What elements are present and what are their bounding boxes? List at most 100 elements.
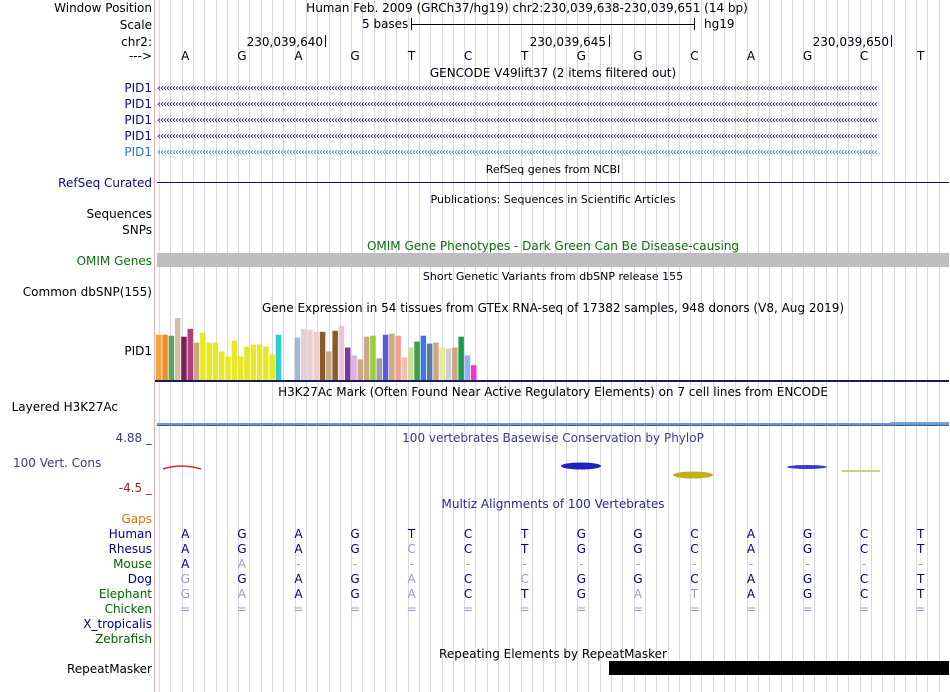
multiz-base: G (576, 527, 586, 541)
gtex-bar-t23[interactable] (294, 337, 301, 380)
multiz-base: G (237, 572, 247, 586)
gtex-bar-t43[interactable] (420, 335, 427, 380)
multiz-base: T (521, 527, 529, 541)
phylop-label[interactable]: 100 Vert. Cons (13, 456, 102, 470)
gtex-bar-t14[interactable] (237, 356, 244, 380)
multiz-base: T (917, 572, 925, 586)
gtex-bar-t36[interactable] (376, 358, 383, 380)
gtex-bar-t39[interactable] (395, 335, 401, 380)
gencode-gene-label-4[interactable]: PID1 (124, 129, 152, 143)
gtex-bar-t11[interactable] (219, 351, 225, 380)
gencode-gene-line-4[interactable]: ‹‹‹‹‹‹‹‹‹‹‹‹‹‹‹‹‹‹‹‹‹‹‹‹‹‹‹‹‹‹‹‹‹‹‹‹‹‹‹‹… (157, 132, 878, 142)
refseq-gene-line[interactable] (157, 182, 949, 183)
gtex-bar-t49[interactable] (458, 336, 464, 380)
multiz-species-label[interactable]: Mouse (113, 557, 152, 571)
sequence-base: G (576, 49, 586, 63)
dbsnp-label[interactable]: Common dbSNP(155) (22, 285, 152, 299)
gtex-expression-chart[interactable] (155, 314, 949, 382)
multiz-species-label[interactable]: Human (108, 527, 152, 541)
gtex-bar-t5[interactable] (181, 336, 187, 380)
gtex-bar-t41[interactable] (408, 347, 414, 380)
sequence-base: C (859, 49, 869, 63)
gencode-gene-label-3[interactable]: PID1 (124, 113, 152, 127)
gtex-bar-t42[interactable] (414, 341, 420, 380)
multiz-base: A (237, 557, 246, 571)
multiz-base: G (180, 572, 190, 586)
gtex-bar-t7[interactable] (193, 342, 200, 380)
ruler-tick-3 (891, 35, 892, 47)
refseq-title: RefSeq genes from NCBI (485, 163, 621, 176)
gtex-bar-t10[interactable] (212, 342, 219, 380)
refseq-label[interactable]: RefSeq Curated (58, 176, 152, 190)
multiz-base: G (237, 527, 247, 541)
gtex-bar-t37[interactable] (382, 334, 389, 380)
omim-label[interactable]: OMIM Genes (76, 254, 152, 268)
gtex-bar-t48[interactable] (452, 347, 458, 380)
multiz-species-label[interactable]: Rhesus (108, 542, 152, 556)
gtex-bar-t31[interactable] (345, 347, 351, 380)
gencode-gene-label-2[interactable]: PID1 (124, 97, 152, 111)
gtex-bar-t12[interactable] (225, 356, 231, 380)
repeatmasker-element[interactable] (609, 661, 949, 675)
gtex-bar-t16[interactable] (250, 344, 257, 380)
multiz-base: C (463, 587, 473, 601)
gtex-bar-t50[interactable] (464, 355, 471, 380)
gtex-bar-t28[interactable] (326, 351, 332, 380)
omim-feature-bar[interactable] (157, 253, 949, 267)
multiz-species-label[interactable]: Zebrafish (95, 632, 152, 646)
gtex-bar-t15[interactable] (244, 346, 250, 380)
gtex-bar-t40[interactable] (401, 357, 408, 380)
gtex-bar-t27[interactable] (319, 331, 326, 380)
gencode-gene-line-2[interactable]: ‹‹‹‹‹‹‹‹‹‹‹‹‹‹‹‹‹‹‹‹‹‹‹‹‹‹‹‹‹‹‹‹‹‹‹‹‹‹‹‹… (157, 100, 878, 110)
gtex-bar-t20[interactable] (275, 334, 282, 380)
gtex-bar-t26[interactable] (313, 331, 320, 380)
multiz-base: = (915, 602, 926, 616)
gtex-bar-t1[interactable] (156, 334, 162, 380)
gtex-bar-t17[interactable] (256, 344, 263, 380)
gtex-bar-t30[interactable] (338, 325, 345, 380)
multiz-base: A (633, 587, 642, 601)
gtex-bar-t38[interactable] (389, 333, 395, 380)
gtex-bar-t44[interactable] (426, 343, 433, 380)
gtex-bar-t9[interactable] (206, 342, 212, 380)
gtex-bar-t2[interactable] (162, 334, 168, 380)
gencode-gene-line-5[interactable]: ‹‹‹‹‹‹‹‹‹‹‹‹‹‹‹‹‹‹‹‹‹‹‹‹‹‹‹‹‹‹‹‹‹‹‹‹‹‹‹‹… (157, 148, 878, 158)
h3k27ac-label[interactable]: Layered H3K27Ac (11, 400, 118, 414)
gtex-bar-t45[interactable] (433, 342, 439, 380)
gtex-bar-t18[interactable] (263, 346, 269, 380)
sequence-base: T (521, 49, 529, 63)
gtex-bar-t47[interactable] (445, 348, 452, 380)
multiz-species-label[interactable]: Elephant (98, 587, 152, 601)
gencode-gene-line-3[interactable]: ‹‹‹‹‹‹‹‹‹‹‹‹‹‹‹‹‹‹‹‹‹‹‹‹‹‹‹‹‹‹‹‹‹‹‹‹‹‹‹‹… (157, 116, 878, 126)
multiz-species-label[interactable]: Dog (127, 572, 152, 586)
gtex-bar-t35[interactable] (370, 335, 376, 380)
multiz-base: G (576, 572, 586, 586)
gtex-bar-t34[interactable] (363, 336, 370, 380)
gtex-bar-t24[interactable] (300, 328, 307, 380)
multiz-species-label[interactable]: Chicken (104, 602, 152, 616)
snps-label[interactable]: SNPs (122, 223, 152, 237)
gtex-bar-t8[interactable] (200, 332, 206, 380)
gtex-bar-t33[interactable] (357, 359, 364, 380)
gtex-bar-t51[interactable] (471, 365, 477, 380)
multiz-base: - (465, 557, 471, 571)
gtex-bar-t32[interactable] (351, 355, 357, 380)
gencode-gene-label-5[interactable]: PID1 (124, 145, 152, 159)
gtex-bar-t6[interactable] (187, 328, 194, 380)
multiz-base: A (746, 527, 756, 541)
multiz-species-label[interactable]: X_tropicalis (83, 617, 152, 631)
gaps-label[interactable]: Gaps (121, 512, 152, 526)
repeatmasker-label[interactable]: RepeatMasker (66, 662, 152, 676)
gtex-bar-t13[interactable] (231, 340, 238, 380)
multiz-base: G (576, 587, 586, 601)
gtex-gene-label[interactable]: PID1 (124, 344, 152, 358)
gtex-bar-t25[interactable] (307, 329, 313, 380)
gtex-bar-t29[interactable] (332, 330, 338, 380)
sequences-label[interactable]: Sequences (86, 207, 152, 221)
gtex-bar-t19[interactable] (269, 354, 275, 380)
gencode-gene-label-1[interactable]: PID1 (124, 81, 152, 95)
gtex-bar-t4[interactable] (174, 318, 181, 380)
gencode-gene-line-1[interactable]: ‹‹‹‹‹‹‹‹‹‹‹‹‹‹‹‹‹‹‹‹‹‹‹‹‹‹‹‹‹‹‹‹‹‹‹‹‹‹‹‹… (157, 84, 878, 94)
gtex-bar-t46[interactable] (439, 347, 446, 380)
gtex-bar-t3[interactable] (168, 335, 175, 380)
